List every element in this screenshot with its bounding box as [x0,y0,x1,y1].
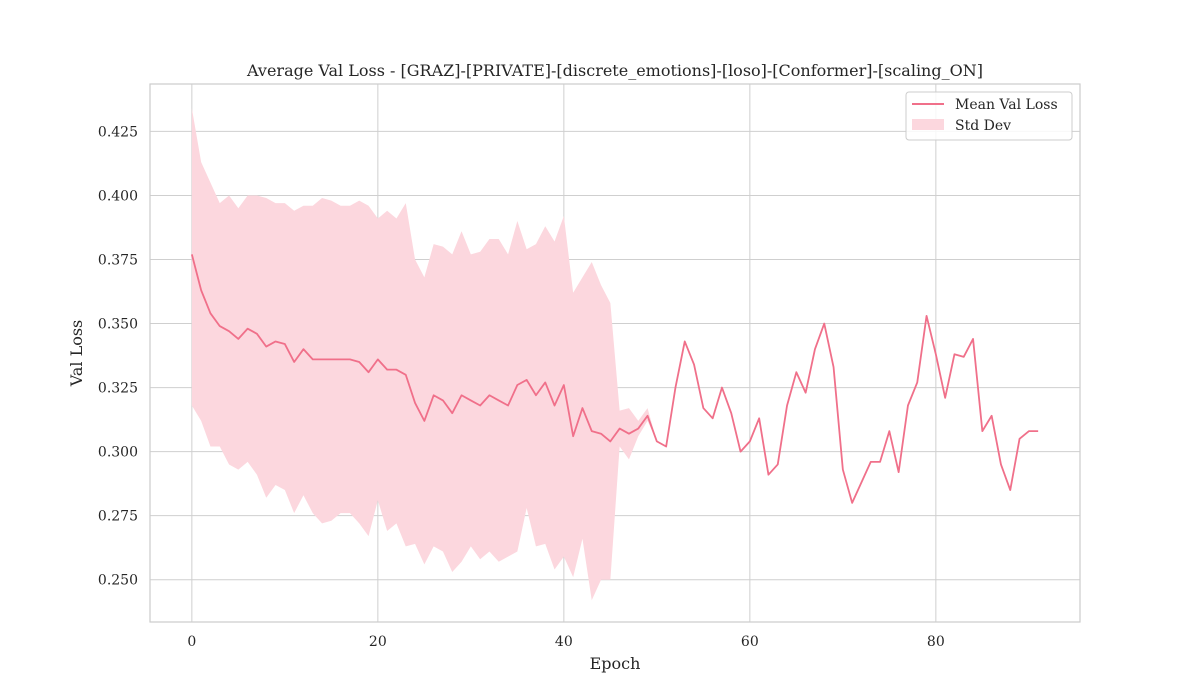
x-tick-label: 40 [555,634,573,650]
std-dev-band [191,108,657,601]
y-tick-label: 0.350 [98,317,138,333]
mean-line-group [190,254,1039,504]
y-tick-label: 0.300 [98,445,138,461]
chart-title: Average Val Loss - [GRAZ]-[PRIVATE]-[dis… [246,61,983,80]
x-tick-label: 60 [741,634,759,650]
y-tick-label: 0.250 [98,573,138,589]
y-tick-labels: 0.250 0.275 0.300 0.325 0.350 0.375 0.400 0.425 [98,124,138,588]
std-dev-band-group [191,108,657,601]
y-tick-label: 0.375 [98,252,138,268]
y-tick-label: 0.425 [98,124,138,140]
x-axis-label: Epoch [590,654,641,673]
legend-box [905,91,1073,141]
x-tick-label: 20 [369,634,387,650]
y-tick-label: 0.400 [98,188,138,204]
x-tick-labels: 0 20 40 60 80 [187,634,944,650]
mean-val-loss-line [190,254,1039,504]
y-tick-label: 0.275 [98,509,138,525]
x-tick-label: 80 [927,634,945,650]
legend-std-swatch [912,119,944,130]
x-tick-label: 0 [187,634,196,650]
y-tick-label: 0.325 [98,381,138,397]
legend: Mean Val Loss Std Dev [905,91,1073,141]
y-axis-label: Val Loss [67,320,86,388]
legend-std-label: Std Dev [955,118,1011,134]
plot-frame [149,83,1081,623]
legend-mean-label: Mean Val Loss [955,97,1058,113]
